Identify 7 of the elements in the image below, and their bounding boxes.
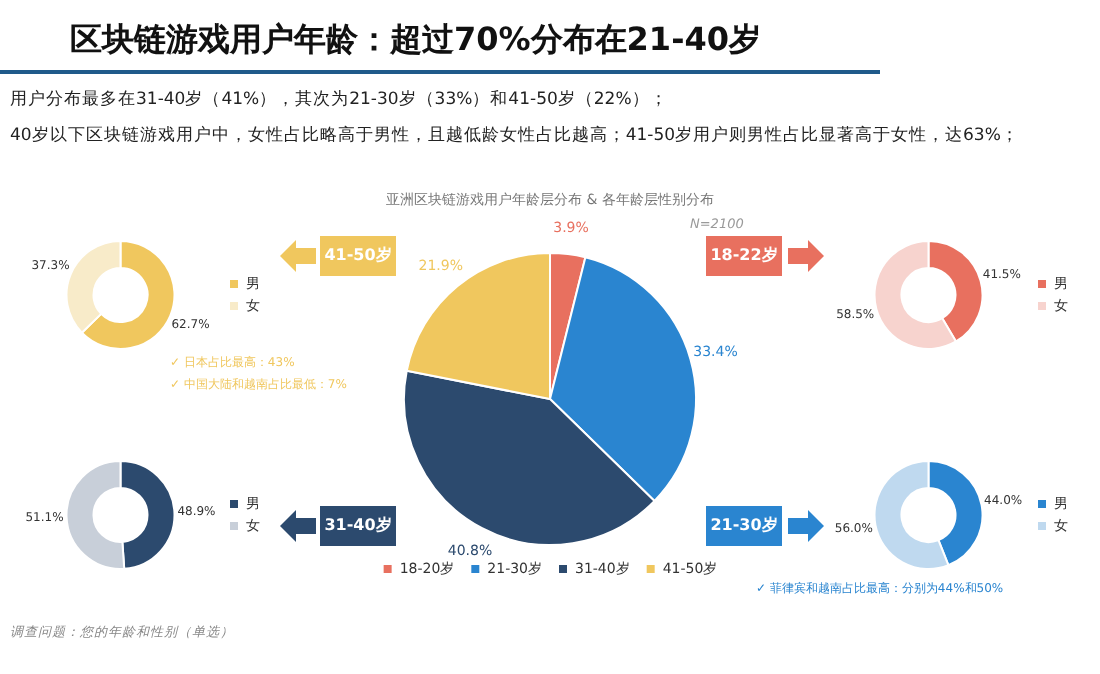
text: 用户分布最多在31-40岁（41%），其次为21-30岁（33%）和41-50岁（22%）； xyxy=(10,88,668,112)
text: 31-40岁 xyxy=(320,506,396,546)
text: 21-30岁 xyxy=(706,506,782,546)
chart-title: 18-22岁 xyxy=(706,236,782,276)
chart-title: 区块链游戏用户年龄：超过70%分布在21-40岁 xyxy=(70,20,761,62)
text: 40岁以下区块链游戏用户中，女性占比略高于男性，且越低龄女性占比越高；41-50岁用户则男性占比显著高于女性，达63%； xyxy=(10,124,1019,148)
text: 41-50岁 xyxy=(320,236,396,276)
